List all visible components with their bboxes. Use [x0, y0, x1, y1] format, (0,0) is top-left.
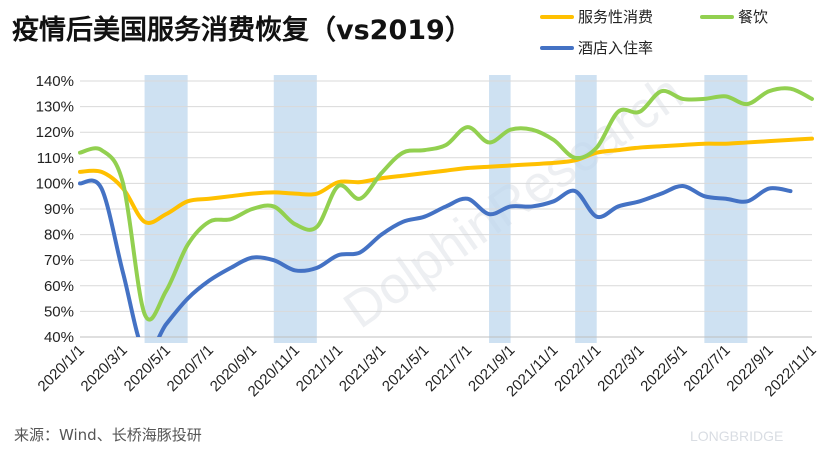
series-line-0 — [78, 136, 814, 225]
y-tick-label: 130% — [36, 99, 74, 116]
y-tick-label: 90% — [44, 201, 74, 218]
y-tick-label: 40% — [44, 329, 74, 346]
x-tick-label: 2020/3/1 — [78, 342, 131, 395]
x-tick-label: 2021/1/1 — [293, 342, 346, 395]
y-tick-label: 80% — [44, 227, 74, 244]
x-tick-label: 2020/1/1 — [35, 342, 88, 395]
x-tick-label: 2022/1/1 — [551, 342, 604, 395]
series-line-2 — [78, 178, 793, 337]
x-tick-label: 2020/5/1 — [121, 342, 174, 395]
x-tick-label: 2020/7/1 — [164, 342, 217, 395]
y-tick-label: 100% — [36, 175, 74, 192]
legend-label: 服务性消费 — [578, 8, 653, 26]
x-tick-label: 2021/7/1 — [422, 342, 475, 395]
series-line-1 — [78, 86, 814, 322]
source-note: 来源：Wind、长桥海豚投研 — [14, 426, 202, 444]
legend-label: 餐饮 — [738, 8, 768, 26]
x-tick-label: 2021/5/1 — [379, 342, 432, 395]
y-tick-label: 140% — [36, 73, 74, 90]
y-tick-label: 70% — [44, 252, 74, 269]
legend-label: 酒店入住率 — [578, 39, 653, 57]
chart-title: 疫情后美国服务消费恢复（vs2019） — [12, 15, 472, 46]
watermark-small-text: LONGBRIDGE — [690, 428, 783, 444]
x-tick-label: 2021/3/1 — [336, 342, 389, 395]
x-tick-label: 2022/5/1 — [637, 342, 690, 395]
y-tick-label: 120% — [36, 124, 74, 141]
y-tick-label: 60% — [44, 278, 74, 295]
x-tick-label: 2022/7/1 — [680, 342, 733, 395]
y-tick-label: 110% — [37, 150, 74, 167]
y-tick-label: 50% — [44, 303, 74, 320]
x-tick-label: 2022/3/1 — [594, 342, 647, 395]
